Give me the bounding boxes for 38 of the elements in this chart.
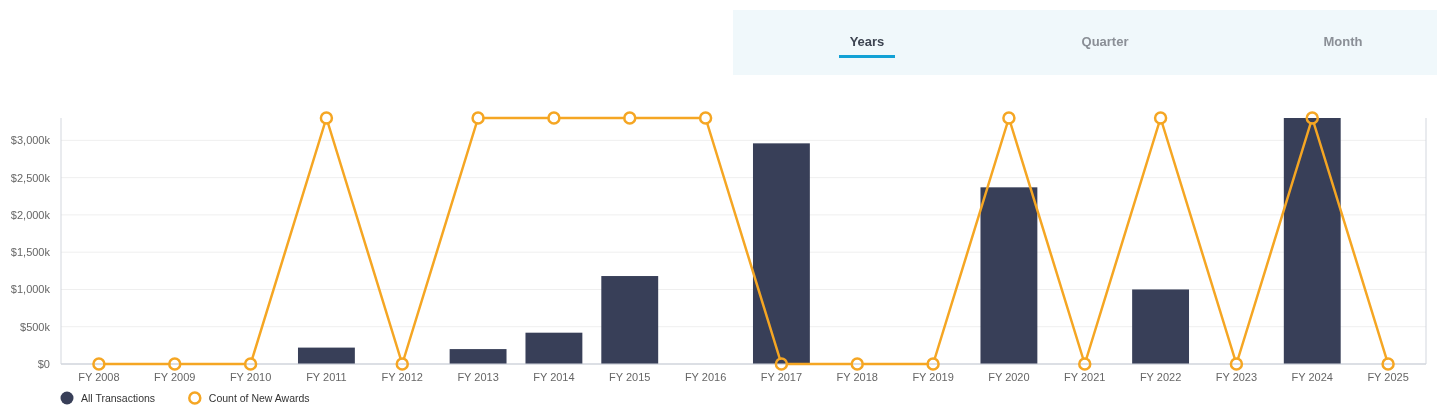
y-tick-label: $1,500k [10, 246, 51, 259]
bar [1283, 118, 1341, 364]
x-tick-label: FY 2010 [229, 371, 272, 383]
x-tick-label: FY 2025 [1367, 371, 1409, 383]
legend-label: Count of New Awards [208, 392, 310, 404]
legend-label: All Transactions [81, 392, 156, 404]
bar [601, 276, 659, 364]
x-tick-label: FY 2020 [988, 371, 1030, 383]
x-tick-label: FY 2013 [457, 371, 499, 383]
y-tick-label: $3,000k [10, 134, 51, 147]
bar [980, 187, 1038, 364]
text: Quarter [1081, 34, 1129, 49]
y-tick-label: $2,500k [10, 171, 51, 184]
bar [752, 143, 810, 364]
x-tick-label: FY 2011 [306, 371, 347, 383]
bar [1132, 289, 1190, 364]
bar [297, 347, 355, 364]
x-tick-label: FY 2019 [912, 371, 954, 383]
x-tick-label: FY 2024 [1291, 371, 1333, 383]
x-tick-label: FY 2023 [1215, 371, 1258, 383]
x-tick-label: FY 2009 [154, 371, 196, 383]
x-tick-label: FY 2015 [609, 371, 651, 383]
text: Month [1323, 34, 1363, 49]
x-tick-label: FY 2018 [836, 371, 878, 383]
x-tick-label: FY 2021 [1064, 371, 1106, 383]
y-tick-label: $1,000k [10, 283, 51, 296]
text: Years [849, 34, 885, 49]
bar [449, 349, 507, 364]
x-tick-label: FY 2012 [381, 371, 423, 383]
x-tick-label: FY 2008 [78, 371, 120, 383]
y-tick-label: $0 [37, 358, 50, 370]
bar [525, 332, 583, 364]
x-tick-label: FY 2017 [760, 371, 803, 383]
y-tick-label: $2,000k [10, 208, 51, 221]
x-tick-label: FY 2016 [684, 371, 727, 383]
y-tick-label: $500k [20, 320, 51, 333]
x-tick-label: FY 2014 [533, 371, 575, 383]
x-tick-label: FY 2022 [1139, 371, 1182, 383]
